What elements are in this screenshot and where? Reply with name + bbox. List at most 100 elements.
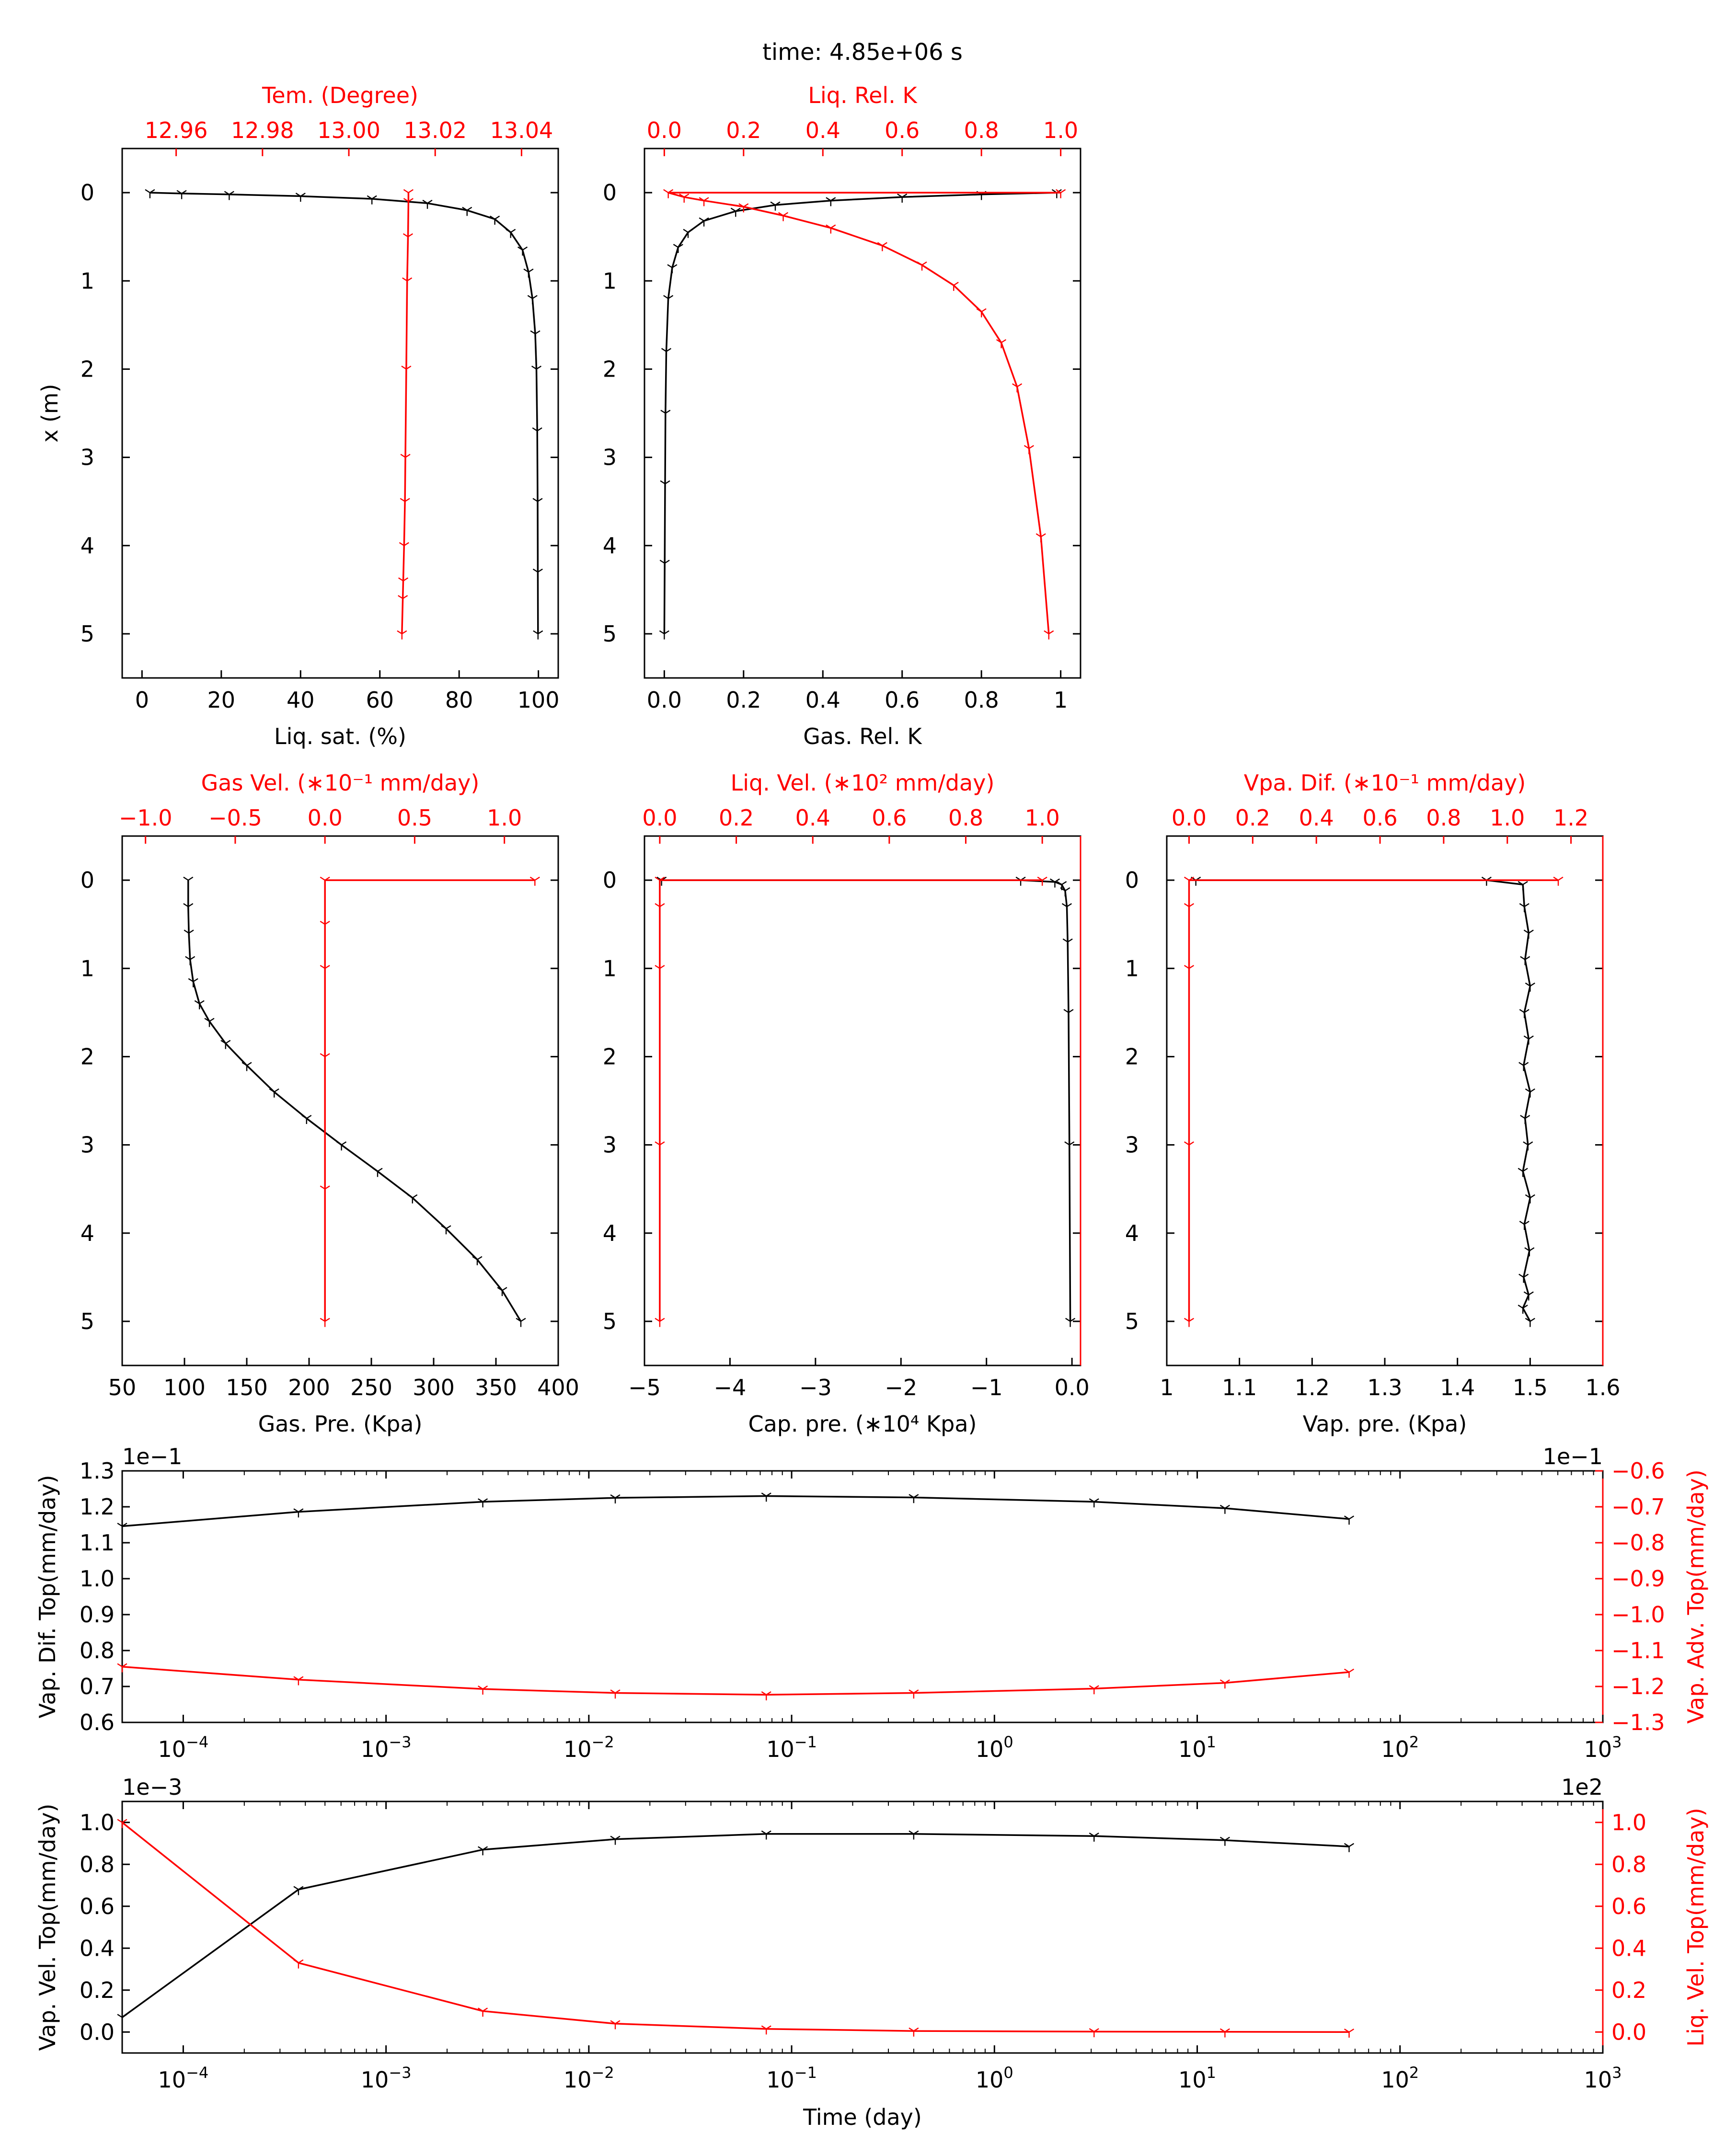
p2-top-tick-label-1: 0.2 [726, 117, 761, 143]
p4-ytick-label-0: 0 [603, 867, 617, 893]
chart-p2: 0.0 0.2 0.4 0.6 0.8 1 Gas. Rel. K 0.0 0.2 0.4 0.6 0… [603, 82, 1081, 749]
p5-series-0-point-18 [1523, 1291, 1534, 1301]
p7-xtick-label-2: 10−2 [564, 2064, 614, 2093]
p2-series-1-line [667, 192, 1061, 634]
p2-top-tick-label-5: 1.0 [1043, 117, 1078, 143]
p6-right-tick-label-6: −0.7 [1611, 1494, 1665, 1520]
p1-series-1-point-3 [402, 277, 413, 287]
p3-top-tick-label-2: 0.0 [308, 805, 343, 831]
p3-series-0-point-12 [372, 1168, 383, 1177]
p2-series-0-point-11 [661, 348, 672, 357]
p1-top-xlabel: Tem. (Degree) [262, 82, 418, 108]
p3-top-tick-label-1: −0.5 [208, 805, 262, 831]
p7-xtick-label-1: 10−3 [361, 2064, 412, 2093]
p3-series-1-point-5 [320, 1185, 330, 1195]
p7-series-1-point-8 [1344, 2028, 1355, 2038]
p2-series-1-point-1 [663, 189, 674, 198]
p6-right-tick-label-2: −1.1 [1611, 1638, 1665, 1663]
p5-xlabel: Vap. pre. (Kpa) [1303, 1411, 1467, 1437]
p7-xtick-label-4: 100 [976, 2064, 1013, 2093]
p2-top-xlabel: Liq. Rel. K [808, 82, 918, 108]
p1-series-0-point-5 [422, 199, 433, 209]
p4-top-tick-label-3: 0.6 [872, 805, 907, 831]
p7-xtick-label-6: 102 [1381, 2064, 1419, 2093]
p6-y-offset: 1e−1 [122, 1444, 182, 1469]
p1-xtick-label-5: 100 [518, 687, 560, 713]
p3-series-1-point-3 [320, 964, 330, 974]
p5-series-1-line [1188, 879, 1558, 1321]
p1-series-1-point-8 [398, 577, 409, 587]
p6-right-ylabel: Vap. Adv. Top(mm/day) [1683, 1469, 1709, 1724]
p7-series-0-point-6 [1089, 1832, 1099, 1842]
p6-xtick-label-1: 10−3 [361, 1733, 412, 1762]
p3-series-1-line [324, 879, 535, 1321]
p5-xtick-label-5: 1.5 [1513, 1375, 1548, 1400]
p7-frame [121, 1800, 1604, 2054]
p7-series-1-point-6 [1089, 2028, 1099, 2038]
p2-series-1-point-11 [996, 339, 1007, 348]
p6-series-0-point-8 [1344, 1515, 1355, 1525]
p2-series-1-point-15 [1044, 630, 1054, 640]
p1-xtick-label-4: 80 [445, 687, 473, 713]
p2-xtick-label-0: 0.0 [647, 687, 682, 713]
p2-ytick-label-5: 5 [603, 621, 617, 647]
p3-xtick-label-4: 250 [350, 1375, 392, 1400]
p2-series-0-point-12 [660, 410, 671, 419]
p6-series-0-point-2 [478, 1498, 488, 1508]
p2-series-0-point-9 [667, 264, 678, 274]
p5-series-0-point-19 [1518, 1304, 1528, 1314]
p1-series-0-point-11 [527, 295, 538, 304]
p2-ytick-label-0: 0 [603, 180, 617, 206]
p1-series-0-point-6 [462, 206, 472, 216]
p3-ytick-label-2: 2 [80, 1044, 94, 1069]
p7-series-1-point-1 [293, 1959, 304, 1969]
p5-xtick-label-4: 1.4 [1440, 1375, 1475, 1400]
p6-ytick-label-7: 1.3 [80, 1458, 115, 1484]
p2-series-0-point-13 [660, 480, 670, 490]
p5-series-0-point-15 [1519, 1221, 1530, 1230]
p4-ytick-label-3: 3 [603, 1132, 617, 1158]
p5-series-0-point-20 [1525, 1318, 1535, 1327]
p2-series-0-point-5 [730, 207, 741, 217]
p6-right-tick-label-1: −1.2 [1611, 1674, 1665, 1699]
p1-series-0-point-17 [533, 630, 543, 640]
p5-top-tick-label-0: 0.0 [1172, 805, 1207, 831]
p1-ytick-label-4: 4 [80, 533, 94, 559]
p3-xlabel: Gas. Pre. (Kpa) [258, 1411, 423, 1437]
p5-series-0-point-4 [1523, 929, 1534, 939]
p1-series-1-point-10 [397, 630, 407, 640]
p5-top-tick-label-3: 0.6 [1362, 805, 1397, 831]
p6-series-1-line [122, 1666, 1349, 1696]
p7-y-offset: 1e−3 [122, 1774, 182, 1800]
p4-series-0-point-2 [1049, 878, 1060, 888]
p1-series-0-point-8 [506, 229, 516, 238]
p1-series-1-line [401, 193, 410, 634]
p6-right-y-offset: 1e−1 [1543, 1444, 1603, 1469]
p2-series-0-point-7 [683, 229, 693, 238]
p4-ytick-label-5: 5 [603, 1308, 617, 1334]
p1-series-0-point-3 [295, 193, 306, 202]
p4-top-tick-label-2: 0.4 [795, 805, 830, 831]
p1-top-tick-label-2: 13.00 [317, 117, 380, 143]
p7-series-0-point-0 [117, 2014, 127, 2023]
p3-series-1-point-6 [320, 1318, 330, 1327]
p5-series-0-point-8 [1523, 1035, 1534, 1045]
p3-xtick-label-3: 200 [288, 1375, 330, 1400]
p2-xtick-label-5: 1 [1054, 687, 1068, 713]
p3-xtick-label-6: 350 [475, 1375, 517, 1400]
p6-ytick-label-0: 0.6 [80, 1709, 115, 1735]
p2-series-1-point-12 [1012, 383, 1023, 392]
p7-xlabel: Time (day) [803, 2104, 922, 2130]
p4-xtick-label-5: 0.0 [1055, 1375, 1090, 1400]
p5-ytick-label-4: 4 [1125, 1220, 1139, 1246]
p6-series-1-point-0 [117, 1663, 127, 1673]
p1-series-1-point-4 [401, 366, 412, 375]
p1-xtick-label-0: 0 [135, 687, 149, 713]
p5-ytick-label-5: 5 [1125, 1308, 1139, 1334]
p3-xtick-label-2: 150 [226, 1375, 268, 1400]
p6-series-1-point-3 [610, 1689, 621, 1699]
p1-series-1-point-9 [398, 595, 408, 604]
p3-series-1-point-0 [529, 876, 540, 886]
p5-series-0-point-16 [1524, 1247, 1535, 1257]
p3-ytick-label-3: 3 [80, 1132, 94, 1158]
